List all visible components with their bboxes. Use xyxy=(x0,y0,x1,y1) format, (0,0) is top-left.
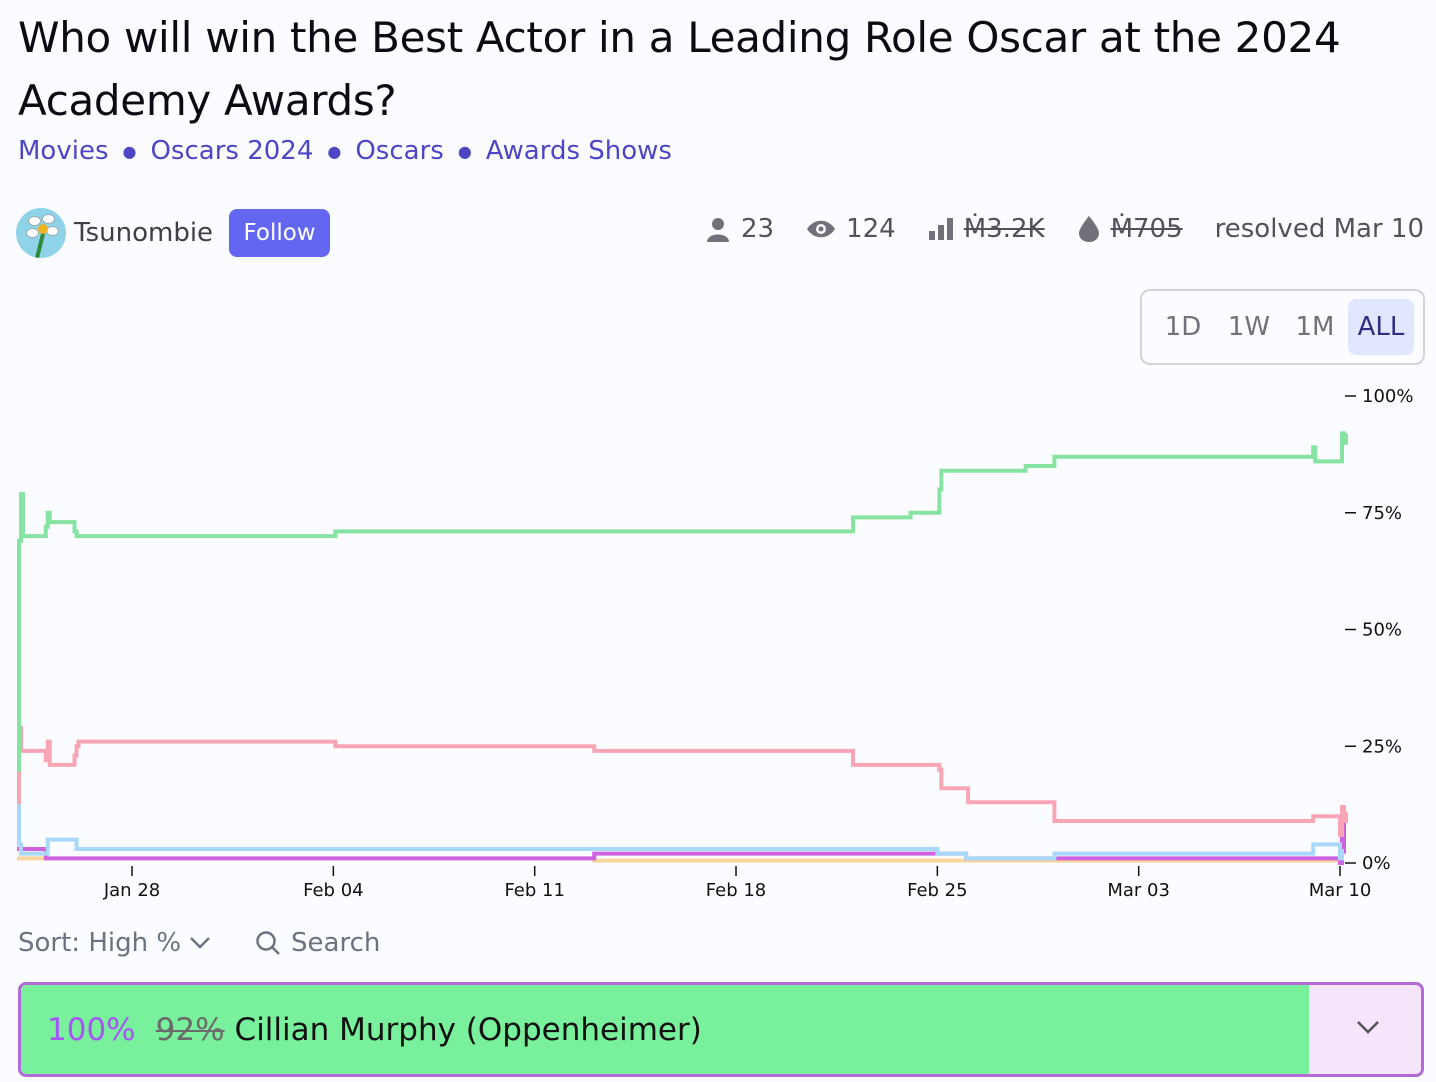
answer-probability: 100% xyxy=(47,1011,136,1048)
tag-oscars-2024[interactable]: Oscars 2024 xyxy=(150,136,314,166)
y-tick-label: 100% xyxy=(1362,386,1413,407)
y-tick-label: 75% xyxy=(1362,503,1402,524)
range-1w[interactable]: 1W xyxy=(1227,312,1271,342)
volume-value: Ṁ3.2K xyxy=(963,214,1045,244)
search-label: Search xyxy=(291,928,381,958)
range-1d[interactable]: 1D xyxy=(1164,312,1202,342)
probability-chart[interactable]: 0% 25% 50% 75% 100% Jan 28 Feb 04 Feb 11 Feb 18 F… xyxy=(0,380,1436,912)
range-all[interactable]: ALL xyxy=(1348,299,1414,355)
x-tick-label: Feb 04 xyxy=(303,880,364,901)
sort-dropdown[interactable]: Sort: High % xyxy=(18,928,211,958)
user-icon xyxy=(707,218,729,242)
x-tick-label: Jan 28 xyxy=(103,880,160,901)
series-line xyxy=(17,725,1348,837)
topic-tags: Movies ● Oscars 2024 ● Oscars ● Awards S… xyxy=(18,136,672,166)
views-count: 124 xyxy=(846,214,896,244)
series-line xyxy=(17,814,1346,865)
chevron-down-icon xyxy=(190,937,210,949)
sort-label: Sort: High % xyxy=(18,928,182,958)
search-icon xyxy=(256,931,280,955)
search-button[interactable]: Search xyxy=(255,928,380,958)
answer-name: Cillian Murphy (Oppenheimer) xyxy=(234,1011,702,1048)
y-tick-label: 0% xyxy=(1362,853,1391,874)
follow-button[interactable]: Follow xyxy=(229,209,331,257)
separator-dot: ● xyxy=(327,141,342,161)
answer-row[interactable]: 100% 92% Cillian Murphy (Oppenheimer) xyxy=(18,982,1424,1077)
traders-stat: 23 xyxy=(705,214,774,244)
creator-name[interactable]: Tsunombie xyxy=(74,218,214,248)
traders-count: 23 xyxy=(741,214,775,244)
volume-stat: Ṁ3.2K xyxy=(928,214,1045,244)
tag-awards-shows[interactable]: Awards Shows xyxy=(485,136,672,166)
range-1m[interactable]: 1M xyxy=(1295,312,1335,342)
x-tick-label: Mar 10 xyxy=(1309,880,1372,901)
market-stats: 23 124 Ṁ3.2K Ṁ705 resolved Mar 10 xyxy=(673,214,1424,244)
answer-content: 100% 92% Cillian Murphy (Oppenheimer) xyxy=(47,985,702,1074)
liquidity-value: Ṁ705 xyxy=(1110,214,1183,244)
separator-dot: ● xyxy=(457,141,472,161)
x-tick-label: Feb 18 xyxy=(706,880,767,901)
time-range-selector: 1D 1W 1M ALL xyxy=(1140,289,1425,365)
tag-oscars[interactable]: Oscars xyxy=(355,136,444,166)
series-line xyxy=(17,431,1348,772)
avatar[interactable] xyxy=(16,208,66,258)
x-tick-label: Mar 03 xyxy=(1107,880,1170,901)
separator-dot: ● xyxy=(122,141,137,161)
eye-icon xyxy=(807,220,836,238)
x-tick-label: Feb 25 xyxy=(907,880,968,901)
y-tick-label: 50% xyxy=(1362,620,1402,641)
tag-movies[interactable]: Movies xyxy=(18,136,109,166)
bar-chart-icon xyxy=(928,218,953,240)
resolved-label: resolved Mar 10 xyxy=(1214,214,1424,244)
answer-probability-bar xyxy=(21,985,1309,1074)
resolved-stat: resolved Mar 10 xyxy=(1215,214,1424,244)
creator-info: Tsunombie Follow xyxy=(16,208,331,258)
page-title: Who will win the Best Actor in a Leading… xyxy=(18,13,1341,125)
chevron-down-icon[interactable] xyxy=(1355,1019,1381,1035)
series-line xyxy=(17,800,1344,861)
views-stat: 124 xyxy=(806,214,896,244)
answer-controls: Sort: High % Search xyxy=(18,928,380,958)
answer-previous-probability: 92% xyxy=(155,1011,225,1048)
x-tick-label: Feb 11 xyxy=(504,880,565,901)
liquidity-stat: Ṁ705 xyxy=(1077,214,1183,244)
y-tick-label: 25% xyxy=(1362,736,1402,757)
droplet-icon xyxy=(1078,216,1099,242)
